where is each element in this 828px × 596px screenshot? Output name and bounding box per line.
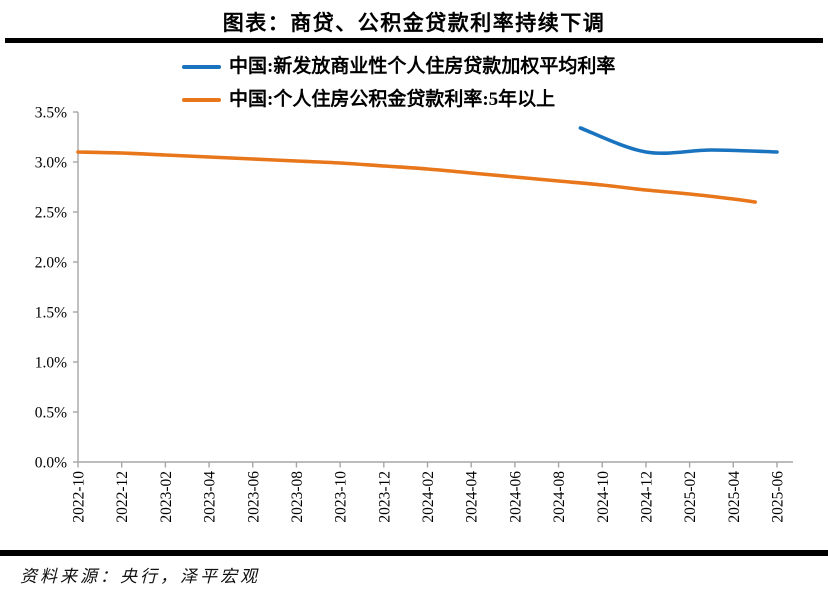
series-line-commercial-rate — [578, 126, 779, 156]
source-note: 资料来源：央行，泽平宏观 — [20, 567, 260, 586]
y-tick-label: 0.0% — [35, 455, 67, 472]
y-tick-label: 2.5% — [35, 205, 67, 222]
x-tick-label: 2022-12 — [114, 471, 131, 523]
y-tick-label: 3.0% — [35, 155, 67, 172]
x-tick-label: 2024-12 — [638, 471, 655, 523]
top-divider — [5, 38, 823, 43]
x-tick-label: 2025-06 — [770, 471, 787, 523]
x-tick-label: 2023-10 — [333, 471, 350, 523]
bottom-divider — [0, 550, 828, 556]
axis-lines — [77, 112, 793, 463]
x-tick-label: 2025-04 — [726, 471, 743, 523]
legend-item-provident-rate: 中国:个人住房公积金贷款利率:5年以上 — [182, 83, 615, 116]
chart-legend: 中国:新发放商业性个人住房贷款加权平均利率 中国:个人住房公积金贷款利率:5年以… — [182, 50, 615, 116]
x-tick-label: 2023-08 — [289, 471, 306, 523]
x-tick-label: 2024-02 — [420, 471, 437, 523]
x-tick-label: 2023-02 — [158, 471, 175, 523]
legend-label-provident-rate: 中国:个人住房公积金贷款利率:5年以上 — [229, 89, 556, 110]
legend-swatch-orange-line — [182, 97, 221, 102]
x-tick-label: 2024-06 — [507, 471, 524, 523]
x-tick-label: 2024-08 — [551, 471, 568, 523]
x-tick-label: 2024-10 — [595, 471, 612, 523]
legend-swatch-blue-line — [182, 64, 221, 69]
legend-item-commercial-rate: 中国:新发放商业性个人住房贷款加权平均利率 — [182, 50, 615, 83]
x-tick-label: 2023-12 — [376, 471, 393, 523]
x-tick-label: 2025-02 — [682, 471, 699, 523]
y-tick-label: 1.5% — [35, 305, 67, 322]
series-line-provident-rate — [76, 150, 757, 204]
y-tick-label: 1.0% — [35, 355, 67, 372]
x-tick-label: 2024-04 — [464, 471, 481, 523]
x-tick-label: 2023-06 — [245, 471, 262, 523]
x-tick-label: 2023-04 — [202, 471, 219, 523]
legend-label-commercial-rate: 中国:新发放商业性个人住房贷款加权平均利率 — [229, 56, 616, 77]
x-tick-label: 2022-10 — [71, 471, 88, 523]
chart-title: 图表：商贷、公积金贷款利率持续下调 — [222, 11, 606, 35]
y-tick-label: 2.0% — [35, 255, 67, 272]
y-tick-label: 0.5% — [35, 405, 67, 422]
y-tick-label: 3.5% — [35, 105, 67, 122]
